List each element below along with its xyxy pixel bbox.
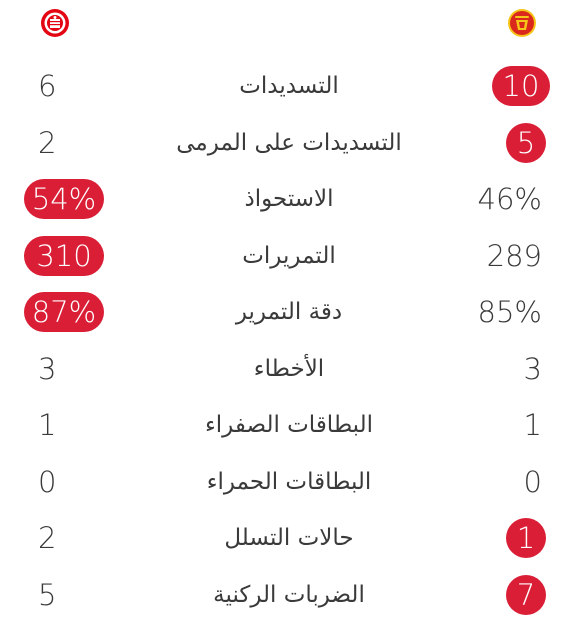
away-stat-value: 0 [38,464,57,499]
home-stat-value: 0 [523,464,542,499]
away-stat-value: 2 [38,125,57,160]
stat-label: البطاقات الصفراء [204,412,374,438]
manchester-united-crest-icon [508,9,536,37]
stat-row: 54% الاستحواذ 46% [0,171,578,228]
home-stat-value: 1 [523,408,542,442]
stat-label: التسديدات على المرمى [176,129,402,156]
away-stat-value: 310 [24,235,104,276]
home-stat-value: 289 [486,238,542,273]
stat-label: التمريرات [242,242,336,269]
stat-label: البطاقات الحمراء [206,468,372,495]
stat-row: 310 التمريرات 289 [0,228,578,285]
stat-row: 2 حالات التسلل 1 [0,510,578,567]
brentford-crest-icon [41,9,69,37]
stat-row: 1 البطاقات الصفراء 1 [0,397,578,454]
away-stat-value: 3 [38,351,57,386]
stat-label: الأخطاء [253,355,325,382]
stat-row: 3 الأخطاء 3 [0,341,578,398]
away-stat-value: 54% [24,179,104,219]
stat-row: 6 التسديدات 10 [0,58,578,115]
stat-row: 87% دقة التمرير 85% [0,284,578,341]
stat-row: 5 الضربات الركنية 7 [0,567,578,624]
home-stat-value: 3 [523,351,542,386]
away-stat-value: 2 [38,521,57,555]
home-stat-value: 5 [506,122,546,163]
match-stats-list: 6 التسديدات 10 2 التسديدات على المرمى 5 54% الا… [0,58,578,623]
stat-label: التسديدات [239,73,339,99]
stat-row: 2 التسديدات على المرمى 5 [0,115,578,172]
home-stat-value: 85% [477,295,542,329]
teams-header [0,0,578,46]
away-stat-value: 1 [38,408,57,442]
stat-label: دقة التمرير [235,299,343,325]
home-stat-value: 10 [492,66,550,106]
away-stat-value: 6 [38,69,57,103]
stat-label: الضربات الركنية [213,581,365,608]
stat-label: الاستحواذ [244,186,334,212]
home-stat-value: 1 [506,518,546,558]
home-stat-value: 7 [506,574,546,615]
away-stat-value: 5 [38,577,57,612]
stat-row: 0 البطاقات الحمراء 0 [0,454,578,511]
home-stat-value: 46% [477,182,542,216]
stat-label: حالات التسلل [224,525,354,551]
away-stat-value: 87% [24,292,104,332]
